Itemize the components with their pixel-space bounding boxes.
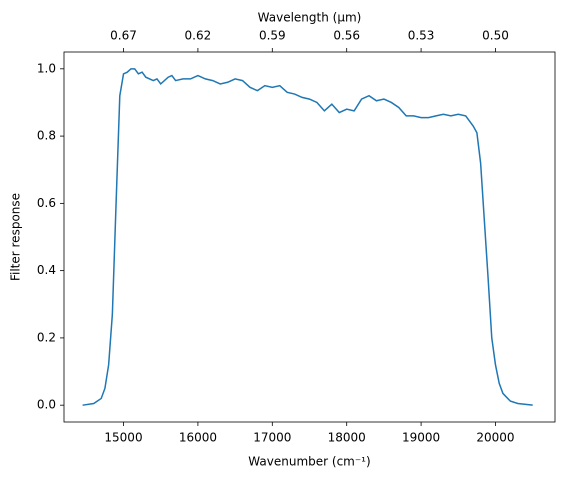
- data-line: [82, 68, 533, 406]
- x2-tick-label: 0.53: [408, 29, 435, 43]
- x-tick-label: 17000: [253, 431, 291, 445]
- x2-tick-label: 0.59: [259, 29, 286, 43]
- x2-tick-label: 0.62: [185, 29, 212, 43]
- x-tick-label: 18000: [328, 431, 366, 445]
- x2-tick-label: 0.67: [110, 29, 137, 43]
- y-tick-label: 0.4: [37, 263, 56, 277]
- x-tick-label: 20000: [476, 431, 514, 445]
- x-axis-label: Wavenumber (cm⁻¹): [248, 455, 370, 469]
- x2-tick-label: 0.56: [333, 29, 360, 43]
- x-tick-label: 16000: [179, 431, 217, 445]
- y-tick-label: 0.2: [37, 330, 56, 344]
- x2-axis-label: Wavelength (μm): [258, 11, 362, 25]
- plot-frame: [63, 51, 556, 423]
- y-tick-label: 0.6: [37, 196, 56, 210]
- y-axis-label: Filter response: [9, 193, 23, 281]
- y-tick-label: 0.8: [37, 129, 56, 143]
- y-tick-label: 1.0: [37, 61, 56, 75]
- x2-tick-label: 0.50: [482, 29, 509, 43]
- x-tick-label: 19000: [402, 431, 440, 445]
- y-tick-label: 0.0: [37, 398, 56, 412]
- x-tick-label: 15000: [104, 431, 142, 445]
